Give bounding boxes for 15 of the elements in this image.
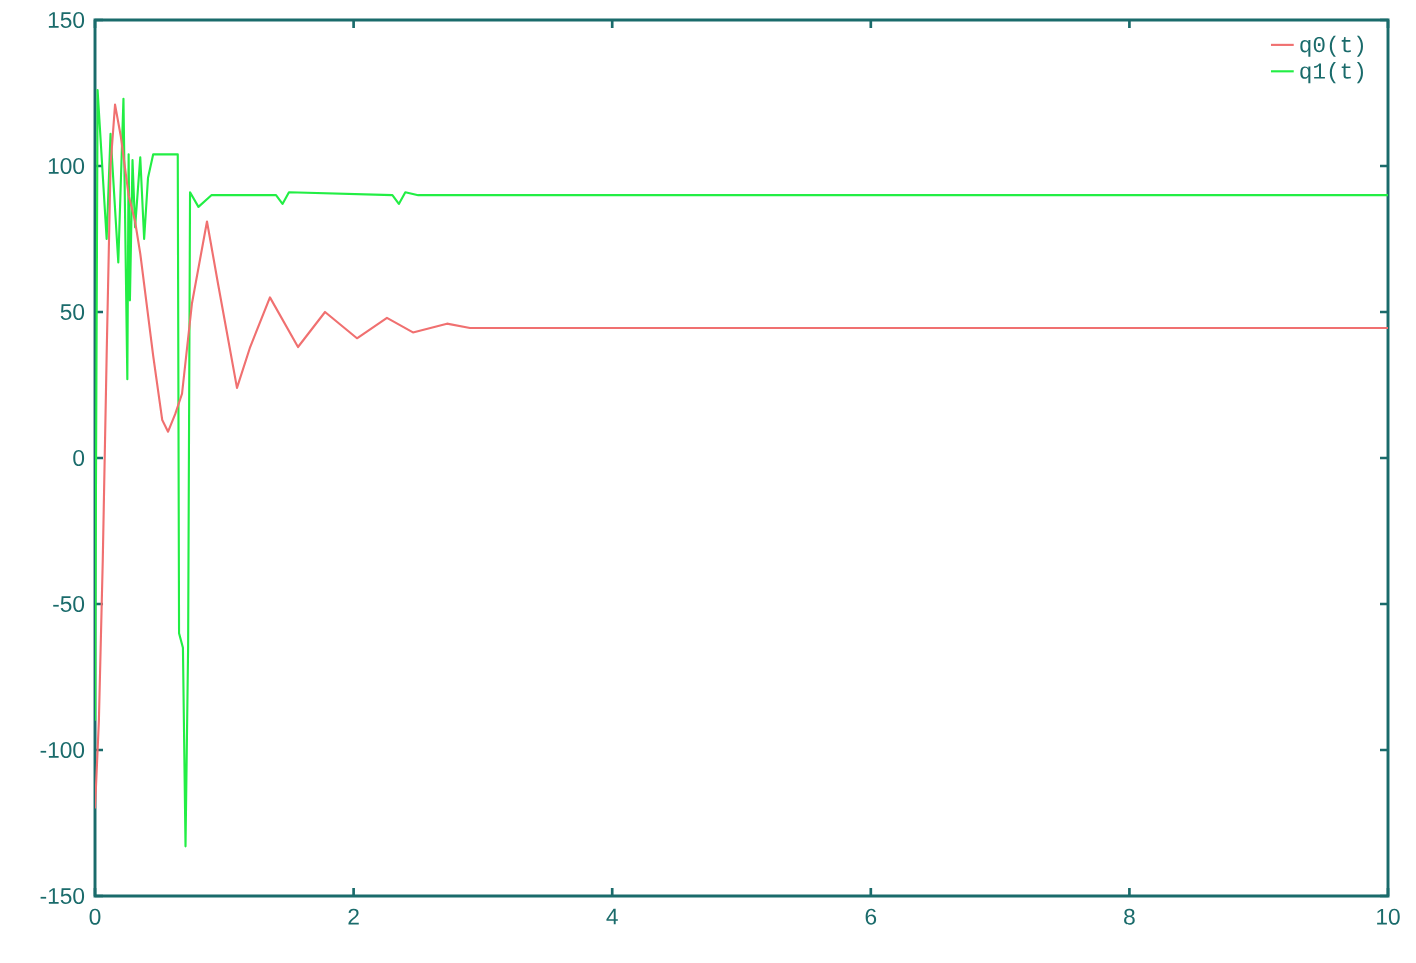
y-tick-label: -150 — [40, 887, 85, 905]
x-tick-label: 10 — [1377, 908, 1400, 925]
legend-label: q1(t) — [1300, 62, 1363, 84]
y-tick-label: 100 — [48, 157, 85, 175]
y-tick-label: 50 — [60, 303, 85, 321]
x-tick-label: 4 — [606, 908, 618, 925]
x-tick-label: 8 — [1124, 908, 1135, 925]
y-tick-label: 0 — [73, 449, 85, 467]
y-tick-label: -100 — [40, 741, 85, 759]
y-tick-label: 150 — [48, 11, 85, 29]
legend-label: q0(t) — [1300, 35, 1363, 57]
x-tick-label: 2 — [348, 908, 359, 925]
x-tick-label: 0 — [89, 908, 101, 925]
y-tick-label: -50 — [53, 595, 85, 613]
x-tick-label: 6 — [865, 908, 877, 925]
